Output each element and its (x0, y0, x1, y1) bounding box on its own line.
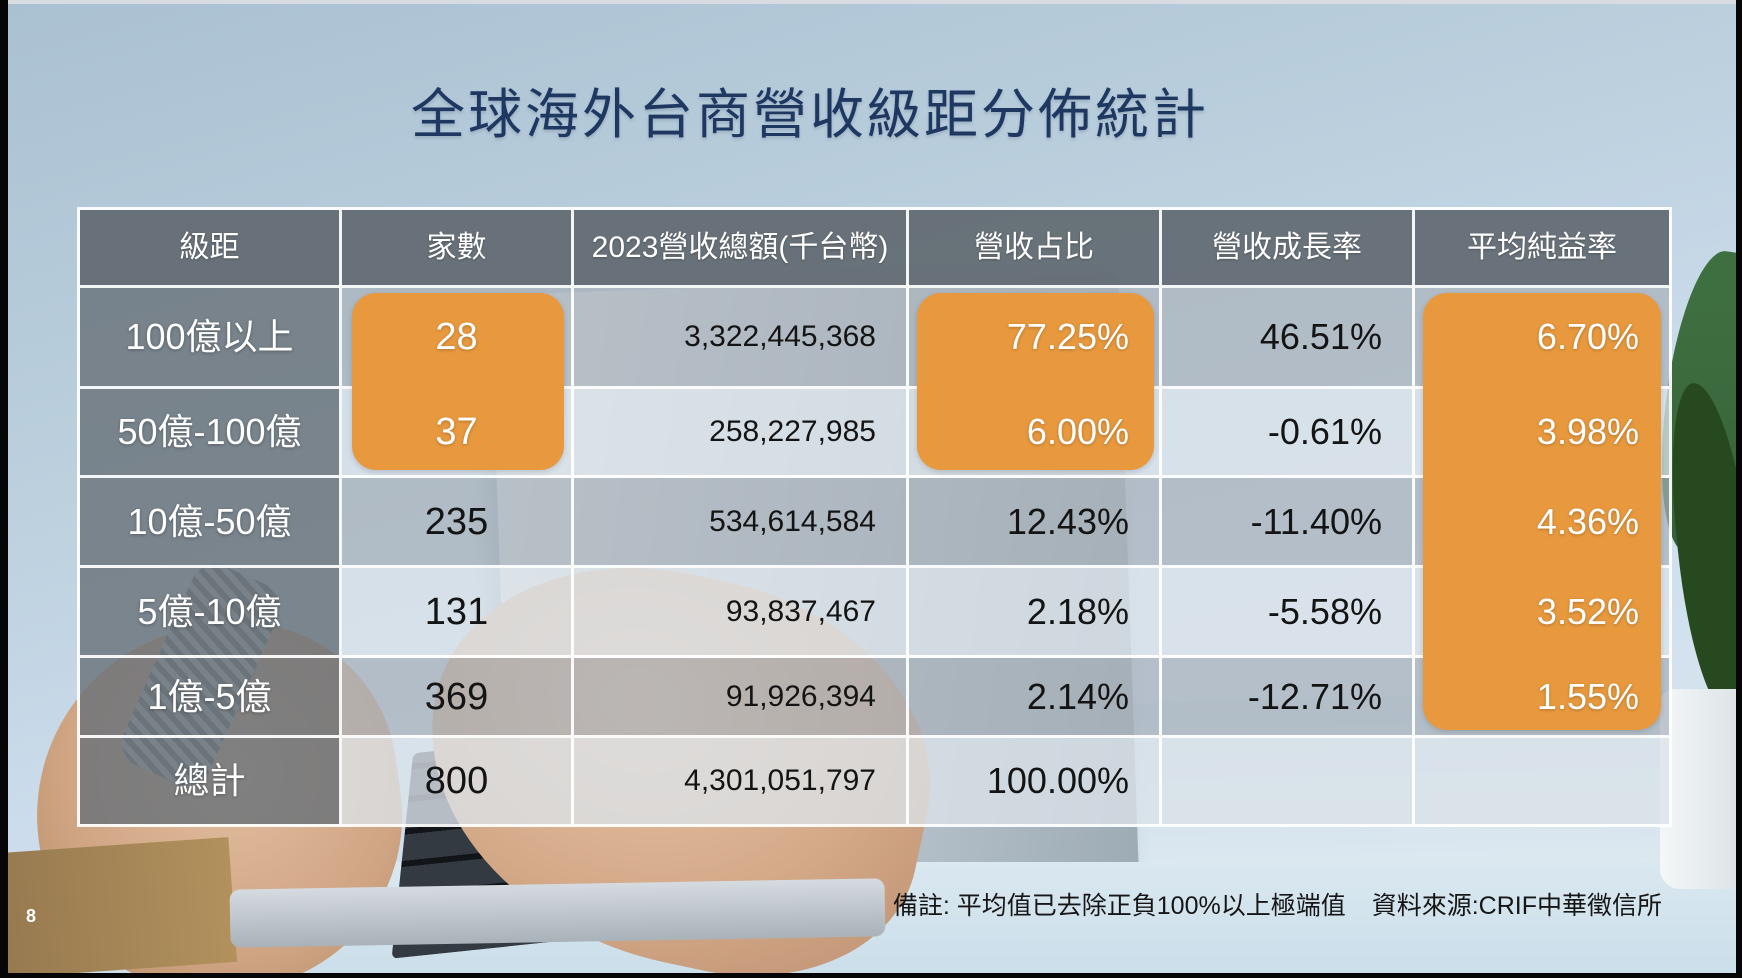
column-header-2: 家數 (342, 210, 574, 288)
table-cell: 2.18% (909, 568, 1162, 658)
cell-text: -0.61% (1267, 411, 1382, 452)
row-label: 50億-100億 (80, 389, 342, 478)
table-cell: 100.00% (909, 738, 1162, 824)
cell-text: 28 (435, 316, 478, 358)
table-cell: -5.58% (1162, 568, 1415, 658)
column-header-1: 級距 (80, 210, 342, 288)
cell-text: 總計 (173, 760, 246, 801)
cell-text: 100億以上 (125, 316, 294, 357)
cell-text: 4,301,051,797 (684, 764, 876, 797)
page-title: 全球海外台商營收級距分佈統計 (411, 85, 1209, 145)
footnote: 備註: 平均值已去除正負100%以上極端值 資料來源:CRIF中華徵信所 (893, 886, 1662, 922)
cell-text: 77.25% (1006, 316, 1129, 357)
background-laptop-base (229, 878, 886, 948)
cell-text: 12.43% (1006, 500, 1129, 542)
highlight-box (917, 293, 1154, 470)
footnote-note: 備註: 平均值已去除正負100%以上極端值 (892, 892, 1346, 920)
column-header-label: 2023營收總額(千台幣) (591, 230, 889, 264)
table-cell (1415, 738, 1669, 824)
highlight-box (352, 293, 564, 470)
cell-text: 1.55% (1536, 675, 1639, 717)
table-cell: 12.43% (909, 478, 1162, 568)
cell-text: 5億-10億 (137, 590, 282, 632)
table-cell: 534,614,584 (574, 478, 909, 568)
column-header-label: 營收占比 (974, 230, 1094, 264)
table-cell: 3,322,445,368 (574, 288, 909, 389)
cell-text: 91,926,394 (725, 679, 876, 713)
table-cell: 93,837,467 (574, 568, 909, 658)
column-header-6: 平均純益率 (1415, 210, 1669, 288)
row-label: 100億以上 (80, 288, 342, 389)
cell-text: 100.00% (986, 760, 1129, 801)
table-cell: -11.40% (1162, 478, 1415, 568)
cell-text: 3.52% (1536, 590, 1639, 632)
cell-text: 800 (424, 760, 489, 802)
column-header-label: 級距 (179, 230, 240, 264)
background-plant-pot (1660, 689, 1736, 889)
cell-text: 3.98% (1536, 411, 1639, 452)
viewer-edge-left (0, 0, 8, 978)
row-label: 1億-5億 (80, 658, 342, 738)
column-header-3: 2023營收總額(千台幣) (574, 210, 909, 288)
table-cell: 369 (342, 658, 574, 738)
table-cell: 131 (342, 568, 574, 658)
cell-text: -5.58% (1267, 590, 1382, 632)
row-label: 5億-10億 (80, 568, 342, 658)
row-label: 10億-50億 (80, 478, 342, 568)
cell-text: 131 (424, 590, 489, 633)
viewer-edge-right (1736, 0, 1742, 978)
table-cell: 800 (342, 738, 574, 824)
cell-text: 258,227,985 (709, 415, 876, 448)
table-cell: 235 (342, 478, 574, 568)
table-cell (1162, 738, 1415, 824)
cell-text: 3,322,445,368 (684, 320, 876, 353)
cell-text: 369 (424, 675, 489, 718)
cell-text: -11.40% (1250, 500, 1382, 542)
viewer-edge-bottom (0, 973, 1742, 978)
column-header-label: 家數 (426, 230, 487, 264)
cell-text: 46.51% (1259, 316, 1382, 357)
cell-text: 93,837,467 (725, 594, 876, 628)
page-number: 8 (26, 906, 37, 926)
cell-text: 2.18% (1026, 590, 1129, 632)
cell-text: 50億-100億 (117, 411, 302, 452)
column-header-label: 平均純益率 (1467, 230, 1617, 264)
table-cell: 2.14% (909, 658, 1162, 738)
cell-text: 1億-5億 (147, 675, 272, 717)
table-cell: 46.51% (1162, 288, 1415, 389)
cell-text: 2.14% (1026, 675, 1129, 717)
cell-text: 6.00% (1026, 411, 1129, 452)
table-cell: 91,926,394 (574, 658, 909, 738)
row-label: 總計 (80, 738, 342, 824)
cell-text: 235 (424, 500, 489, 543)
background-arm (8, 837, 238, 973)
footnote-source: 資料來源:CRIF中華徵信所 (1371, 892, 1662, 920)
highlight-box (1423, 293, 1661, 730)
revenue-table: 級距 家數 2023營收總額(千台幣) 營收占比 營收成長率 平均純益率 100億以上 28 3… (77, 207, 1672, 827)
column-header-4: 營收占比 (909, 210, 1162, 288)
table-cell: 258,227,985 (574, 389, 909, 478)
cell-text: 534,614,584 (709, 504, 876, 538)
viewer-edge-top (0, 0, 1742, 4)
table-cell: -12.71% (1162, 658, 1415, 738)
column-header-5: 營收成長率 (1162, 210, 1415, 288)
cell-text: -12.71% (1247, 675, 1382, 717)
table-cell: -0.61% (1162, 389, 1415, 478)
column-header-label: 營收成長率 (1212, 230, 1362, 264)
table-cell: 4,301,051,797 (574, 738, 909, 824)
cell-text: 4.36% (1536, 500, 1639, 542)
cell-text: 6.70% (1536, 316, 1639, 357)
cell-text: 10億-50億 (127, 500, 292, 542)
cell-text: 37 (435, 411, 478, 453)
